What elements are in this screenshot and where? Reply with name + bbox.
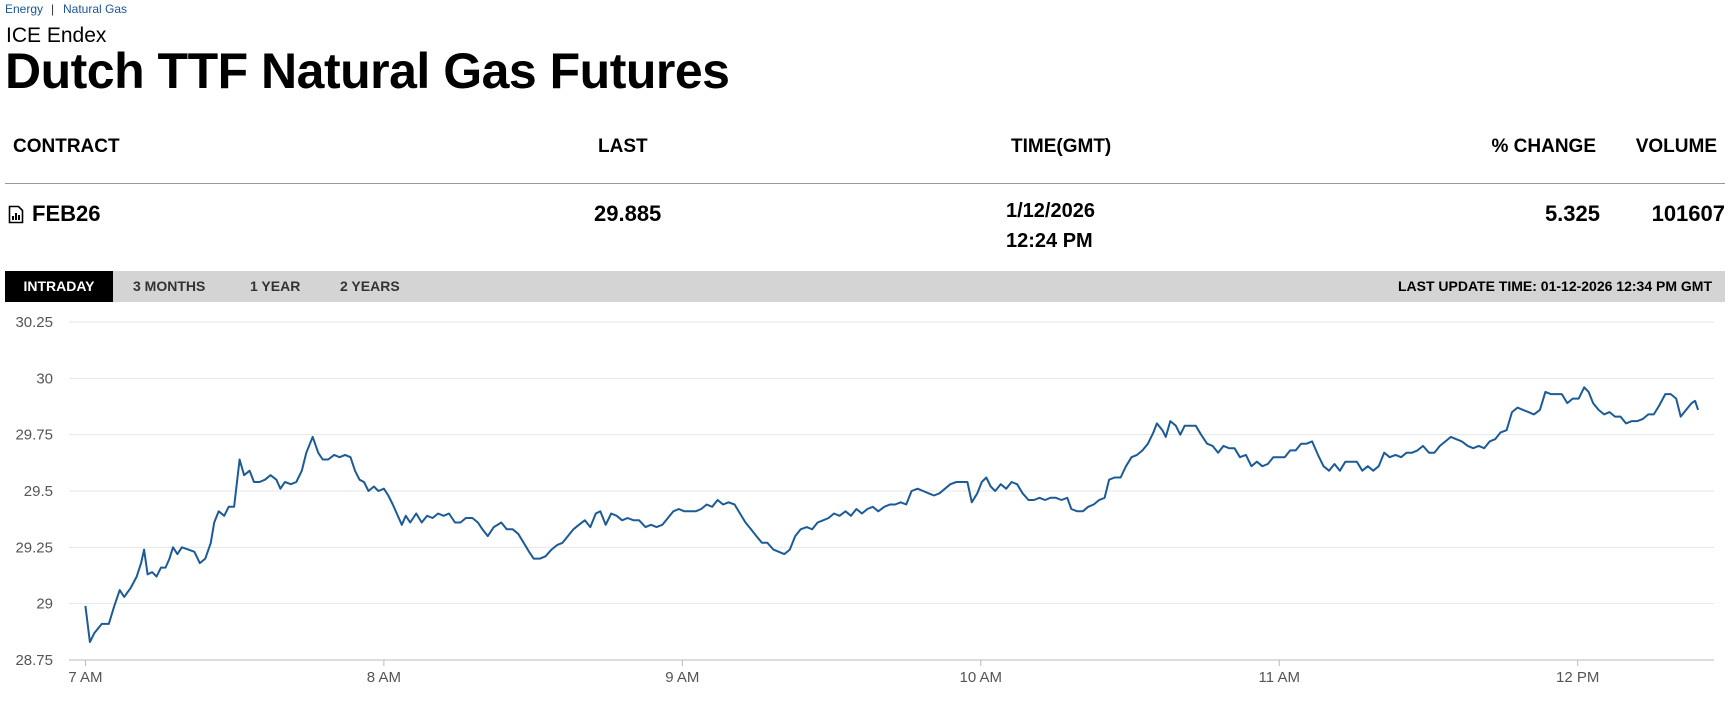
y-tick-label: 29.5: [24, 483, 53, 500]
time-date: 1/12/2026: [1006, 200, 1095, 222]
y-tick-label: 30.25: [15, 314, 53, 331]
volume: 101607: [1651, 201, 1725, 226]
percent-change: 5.325: [1544, 201, 1600, 226]
breadcrumb-link[interactable]: Natural Gas: [63, 2, 128, 16]
contract: FEB26: [32, 201, 101, 226]
tab[interactable]: 1 YEAR: [250, 278, 301, 294]
exchange: ICE Endex: [6, 24, 107, 47]
breadcrumb-separator: |: [51, 2, 55, 16]
column-header: LAST: [598, 136, 648, 157]
tab[interactable]: 2 YEARS: [340, 278, 400, 294]
breadcrumb-link[interactable]: Energy: [5, 2, 44, 16]
x-tick-label: 11 AM: [1259, 669, 1300, 686]
tab[interactable]: INTRADAY: [5, 271, 113, 302]
time-clock: 12:24 PM: [1006, 230, 1093, 252]
divider: [5, 183, 1725, 184]
column-header: CONTRACT: [13, 136, 120, 157]
x-tick-label: 10 AM: [960, 669, 1003, 686]
y-tick-label: 29.25: [15, 539, 53, 556]
x-tick-label: 8 AM: [367, 669, 401, 686]
contract-icon: [8, 205, 24, 224]
y-tick-label: 28.75: [15, 652, 53, 669]
tab[interactable]: 3 MONTHS: [133, 278, 206, 294]
x-tick-label: 7 AM: [68, 669, 102, 686]
x-tick-label: 9 AM: [665, 669, 699, 686]
x-tick-label: 12 PM: [1556, 669, 1599, 686]
column-header: TIME(GMT): [1011, 136, 1112, 157]
column-header: % CHANGE: [1491, 136, 1596, 157]
y-tick-label: 29: [36, 596, 53, 613]
y-tick-label: 30: [36, 370, 53, 387]
y-tick-label: 29.75: [15, 427, 53, 444]
column-header: VOLUME: [1635, 136, 1717, 157]
page-title: Dutch TTF Natural Gas Futures: [5, 43, 730, 99]
last-price: 29.885: [594, 201, 662, 226]
last-update: LAST UPDATE TIME: 01-12-2026 12:34 PM GM…: [1397, 278, 1712, 294]
price-line: [84, 386, 1700, 643]
tab-bar: [5, 271, 1725, 302]
